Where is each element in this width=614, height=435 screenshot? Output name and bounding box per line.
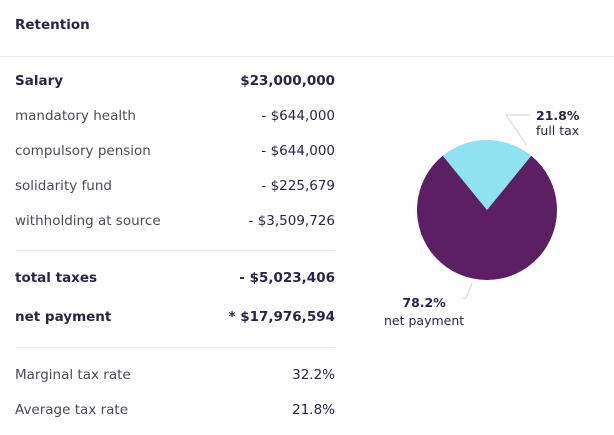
deduction-row-mandatory-health: mandatory health - $644,000 — [15, 106, 335, 126]
deduction-value: - $225,679 — [261, 178, 335, 194]
section-divider — [15, 347, 335, 348]
full-tax-callout: 21.8% full tax — [536, 108, 579, 138]
average-rate-label: Average tax rate — [15, 402, 128, 418]
salary-label: Salary — [15, 73, 64, 89]
card-title: Retention — [15, 17, 90, 33]
deduction-label: compulsory pension — [15, 143, 151, 159]
salary-value: $23,000,000 — [240, 73, 335, 89]
salary-row: Salary $23,000,000 — [15, 71, 335, 91]
net-payment-slice-label: net payment — [384, 313, 465, 328]
total-taxes-row: total taxes - $5,023,406 — [15, 268, 335, 288]
net-payment-label: net payment — [15, 309, 112, 325]
pie-slice-full-tax — [442, 140, 532, 210]
deduction-label: solidarity fund — [15, 178, 112, 194]
net-payment-value: * $17,976,594 — [228, 309, 335, 325]
total-taxes-value: - $5,023,406 — [239, 270, 335, 286]
deduction-label: mandatory health — [15, 108, 136, 124]
retention-pie-chart: 21.8% full tax 78.2% net payment — [360, 90, 614, 340]
deduction-row-solidarity-fund: solidarity fund - $225,679 — [15, 176, 335, 196]
average-rate-value: 21.8% — [292, 402, 335, 418]
total-taxes-label: total taxes — [15, 270, 98, 286]
deduction-value: - $644,000 — [261, 108, 335, 124]
deduction-row-compulsory-pension: compulsory pension - $644,000 — [15, 141, 335, 161]
net-payment-leader-line — [462, 282, 473, 299]
marginal-rate-row: Marginal tax rate 32.2% — [15, 365, 335, 385]
deduction-label: withholding at source — [15, 213, 161, 229]
pie-slice-net-payment — [417, 155, 557, 280]
section-divider — [15, 250, 335, 251]
full-tax-label: full tax — [536, 123, 580, 138]
deduction-value: - $644,000 — [261, 143, 335, 159]
net-payment-callout: 78.2% net payment — [384, 295, 464, 329]
net-payment-row: net payment * $17,976,594 — [15, 307, 335, 327]
full-tax-percent: 21.8% — [536, 108, 580, 123]
deduction-row-withholding-at-source: withholding at source - $3,509,726 — [15, 211, 335, 231]
net-payment-percent: 78.2% — [402, 295, 446, 310]
marginal-rate-label: Marginal tax rate — [15, 367, 131, 383]
card-header: Retention — [0, 0, 614, 57]
marginal-rate-value: 32.2% — [292, 367, 335, 383]
deduction-value: - $3,509,726 — [248, 213, 335, 229]
average-rate-row: Average tax rate 21.8% — [15, 400, 335, 420]
full-tax-leader-line — [505, 114, 530, 146]
pie-chart-svg — [417, 114, 557, 299]
